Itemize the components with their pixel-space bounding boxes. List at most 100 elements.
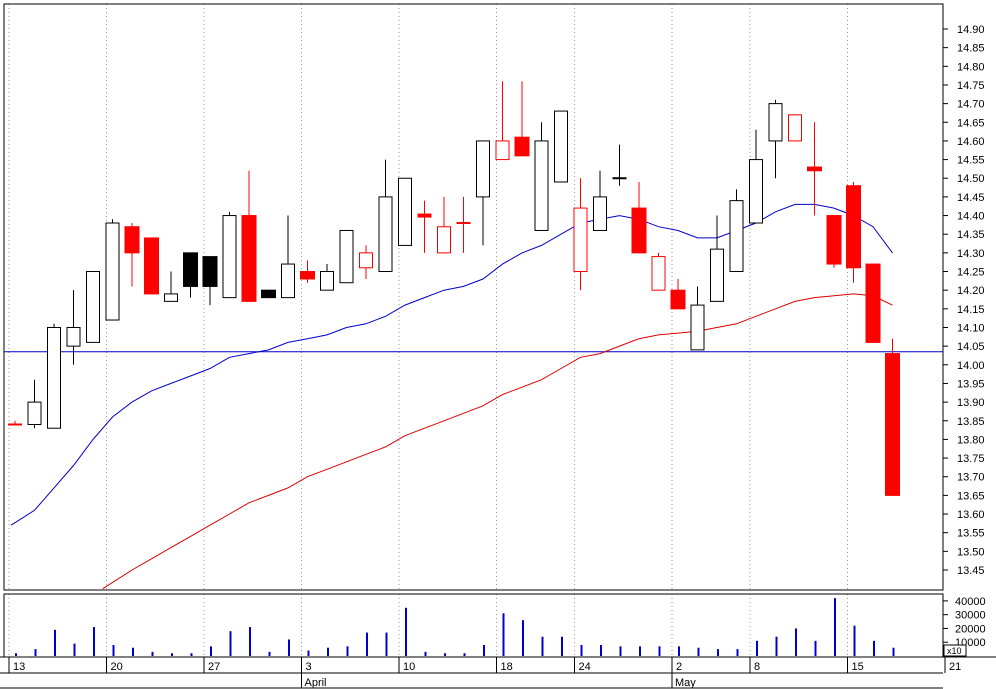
date-tick-label: 27 (208, 661, 220, 673)
candle-body (865, 263, 881, 343)
candle (339, 229, 354, 284)
candle (690, 286, 705, 351)
price-tick-label: 13.70 (957, 472, 985, 484)
candle (514, 81, 530, 157)
candle-body (241, 215, 257, 302)
candle-body (281, 263, 295, 299)
candle (124, 223, 140, 287)
candle-body (66, 326, 81, 347)
price-tick-label: 14.80 (957, 61, 985, 73)
price-tick-label: 14.25 (957, 267, 985, 279)
volume-bars (15, 598, 895, 656)
candle-body (690, 304, 705, 351)
candle-body (710, 248, 724, 302)
candle (456, 196, 471, 253)
date-tick-label: 13 (13, 661, 25, 673)
price-tick-label: 13.90 (957, 397, 985, 409)
candle-body (514, 136, 530, 157)
price-tick-label: 14.50 (957, 173, 985, 185)
grid-lines (8, 4, 848, 657)
candle (66, 290, 81, 365)
candle (476, 140, 490, 246)
candle (612, 144, 627, 186)
candle-body (300, 271, 315, 280)
candle (768, 99, 783, 179)
candle (105, 219, 120, 321)
candle (495, 81, 510, 161)
candle (222, 211, 237, 299)
price-tick-label: 13.55 (957, 528, 985, 540)
price-tick-label: 13.50 (957, 546, 985, 558)
volume-tick-label: 20000 (955, 623, 986, 635)
price-tick-label: 13.45 (957, 565, 985, 577)
candle-body (495, 140, 510, 161)
candle-body (554, 110, 568, 183)
candle (417, 200, 432, 253)
date-tick-label: 3 (306, 661, 312, 673)
candle (300, 260, 315, 283)
date-tick-label: 24 (579, 661, 591, 673)
candle-body (749, 159, 763, 224)
month-label: April (305, 677, 327, 689)
candle-body (826, 215, 842, 265)
candle (593, 170, 607, 231)
date-tick-label: 18 (501, 661, 513, 673)
candle-body (378, 196, 393, 273)
price-tick-label: 13.65 (957, 490, 985, 502)
candle (631, 181, 647, 254)
candle-body (105, 222, 120, 321)
candle (651, 252, 666, 291)
price-tick-label: 14.40 (957, 211, 985, 223)
candle (320, 264, 334, 291)
candle-body (359, 252, 373, 269)
candle-body (885, 353, 900, 496)
candle-body (339, 229, 354, 284)
price-tick-label: 13.75 (957, 453, 985, 465)
price-tick-label: 14.55 (957, 155, 985, 167)
price-tick-label: 14.35 (957, 229, 985, 241)
candle-body (573, 207, 588, 273)
month-label: May (675, 677, 696, 689)
candle (573, 178, 588, 291)
candle (47, 323, 61, 429)
candle-body (164, 293, 178, 302)
candle (281, 215, 295, 299)
volume-multiplier-box (943, 644, 967, 657)
price-axis: 14.90 14.85 14.80 14.75 14.70 14.65 14.60 14.55… (943, 24, 985, 577)
price-tick-label: 14.85 (957, 43, 985, 55)
price-tick-label: 14.10 (957, 322, 985, 334)
candle (86, 271, 100, 343)
candle (670, 278, 686, 310)
price-tick-label: 14.65 (957, 117, 985, 129)
volume-tick-label: 40000 (955, 596, 986, 608)
candle (554, 110, 568, 183)
moving-average-long (102, 293, 893, 590)
price-tick-label: 14.45 (957, 192, 985, 204)
moving-averages (4, 203, 943, 590)
candle-body (86, 271, 100, 343)
candle-body (670, 289, 686, 310)
candle-body (320, 271, 334, 291)
candle (826, 215, 842, 268)
candle-body (144, 237, 159, 295)
candles (8, 81, 900, 496)
price-tick-label: 14.60 (957, 136, 985, 148)
candle-body (398, 177, 412, 246)
date-tick-label: 2 (676, 661, 682, 673)
candle (865, 263, 881, 343)
candle-body (631, 207, 647, 254)
price-tick-label: 13.85 (957, 416, 985, 428)
candle-body (261, 289, 276, 299)
price-tick-label: 13.95 (957, 378, 985, 390)
candle (164, 271, 178, 302)
candle (144, 237, 159, 295)
candle-body (417, 213, 432, 218)
candle (27, 379, 42, 429)
candle (788, 114, 802, 142)
candle (710, 215, 724, 302)
candle (378, 159, 393, 273)
date-tick-label: 15 (852, 661, 864, 673)
